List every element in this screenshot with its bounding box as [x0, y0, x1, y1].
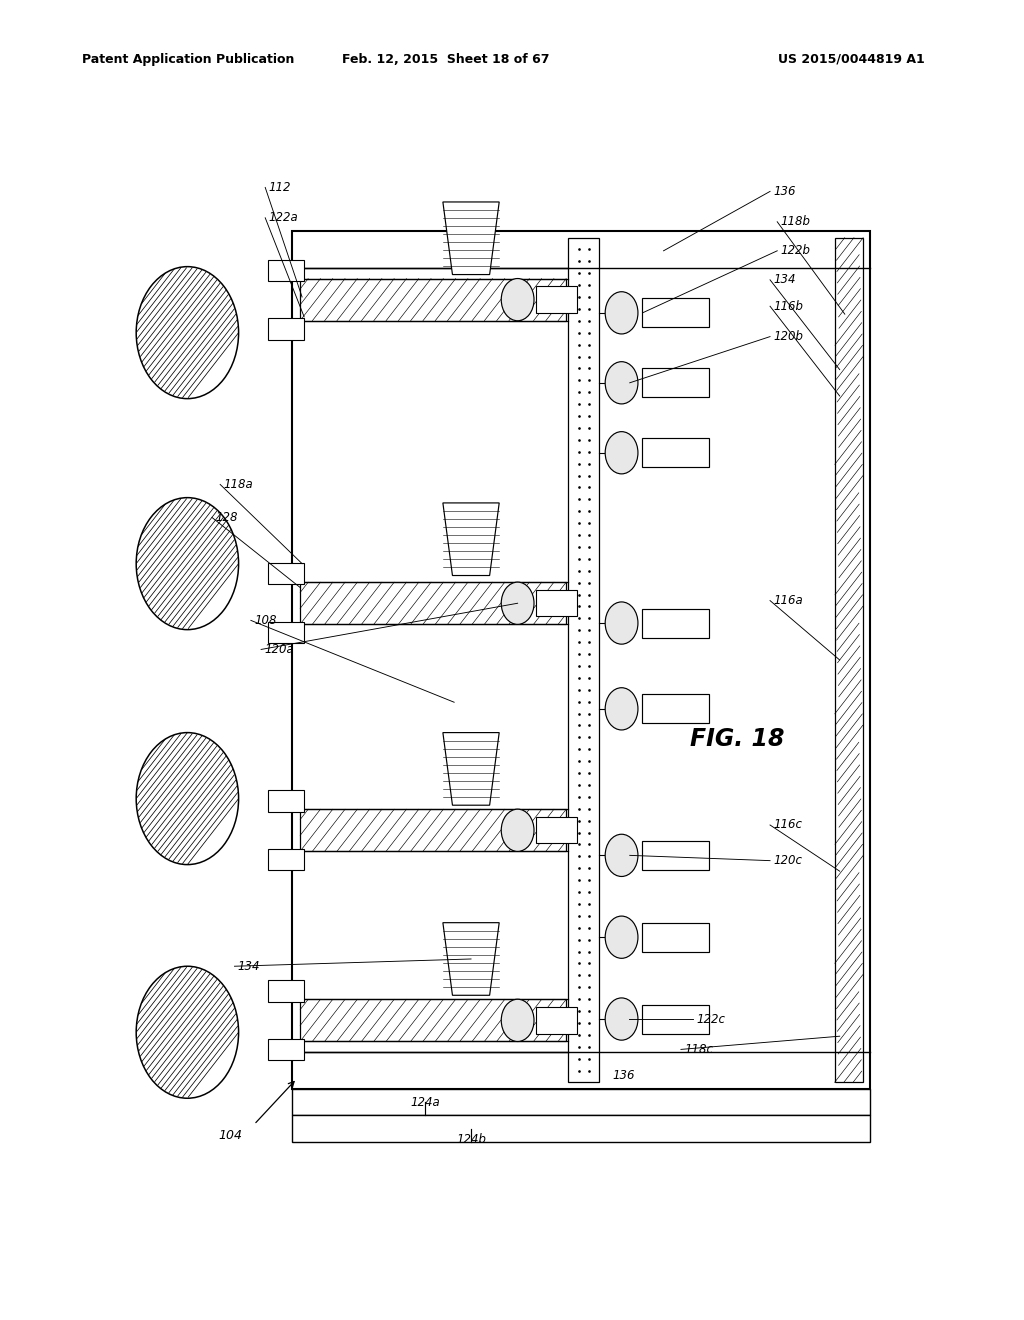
Text: 108: 108	[254, 614, 276, 627]
Bar	[537, 286, 578, 313]
Bar	[300, 809, 566, 851]
Bar	[292, 1115, 870, 1142]
Circle shape	[605, 362, 638, 404]
Bar	[568, 238, 599, 1082]
Text: 128: 128	[215, 511, 238, 524]
Bar	[268, 622, 304, 643]
Text: 124b: 124b	[456, 1133, 486, 1146]
Text: 118a: 118a	[223, 478, 253, 491]
Circle shape	[605, 292, 638, 334]
Bar	[642, 841, 709, 870]
Bar	[537, 817, 578, 843]
Bar	[300, 999, 566, 1041]
Bar	[300, 279, 566, 321]
Text: 118b: 118b	[780, 215, 810, 228]
Text: Patent Application Publication: Patent Application Publication	[82, 53, 294, 66]
Text: 122a: 122a	[268, 211, 298, 224]
Circle shape	[501, 809, 535, 851]
Bar	[268, 791, 304, 812]
Polygon shape	[442, 733, 500, 805]
Text: FIG. 18: FIG. 18	[690, 727, 784, 751]
Polygon shape	[442, 923, 500, 995]
Circle shape	[605, 998, 638, 1040]
Polygon shape	[442, 202, 500, 275]
Circle shape	[605, 688, 638, 730]
Circle shape	[136, 733, 239, 865]
Bar	[300, 582, 566, 624]
Circle shape	[605, 432, 638, 474]
Bar	[642, 694, 709, 723]
Circle shape	[136, 966, 239, 1098]
Text: 118c: 118c	[684, 1043, 713, 1056]
Text: 124a: 124a	[410, 1096, 440, 1109]
Text: 116a: 116a	[773, 594, 803, 607]
Text: 122b: 122b	[780, 244, 810, 257]
Bar	[642, 368, 709, 397]
Text: Feb. 12, 2015  Sheet 18 of 67: Feb. 12, 2015 Sheet 18 of 67	[342, 53, 549, 66]
Bar	[642, 1005, 709, 1034]
Text: 122c: 122c	[696, 1012, 725, 1026]
Circle shape	[501, 582, 535, 624]
Bar	[292, 1089, 870, 1115]
Text: 112: 112	[268, 181, 291, 194]
Text: 136: 136	[773, 185, 796, 198]
Circle shape	[605, 602, 638, 644]
Bar	[642, 438, 709, 467]
Circle shape	[605, 834, 638, 876]
Bar	[642, 298, 709, 327]
Bar	[835, 238, 863, 1082]
Bar	[268, 981, 304, 1002]
Text: 134: 134	[238, 960, 260, 973]
Text: 104: 104	[218, 1129, 243, 1142]
Bar	[292, 231, 870, 1089]
Circle shape	[501, 279, 535, 321]
Bar	[537, 1007, 578, 1034]
Bar	[642, 609, 709, 638]
Bar	[268, 318, 304, 339]
Text: 120a: 120a	[264, 643, 294, 656]
Text: 116c: 116c	[773, 818, 802, 832]
Bar	[268, 849, 304, 870]
Circle shape	[136, 267, 239, 399]
Polygon shape	[442, 503, 500, 576]
Text: 120b: 120b	[773, 330, 803, 343]
Text: US 2015/0044819 A1: US 2015/0044819 A1	[778, 53, 925, 66]
Bar	[642, 923, 709, 952]
Bar	[268, 564, 304, 585]
Circle shape	[605, 916, 638, 958]
Text: 120c: 120c	[773, 854, 802, 867]
Text: 136: 136	[612, 1069, 635, 1082]
Bar	[268, 260, 304, 281]
Text: 116b: 116b	[773, 300, 803, 313]
Text: 134: 134	[773, 273, 796, 286]
Circle shape	[501, 999, 535, 1041]
Bar	[537, 590, 578, 616]
Bar	[268, 1039, 304, 1060]
Circle shape	[136, 498, 239, 630]
